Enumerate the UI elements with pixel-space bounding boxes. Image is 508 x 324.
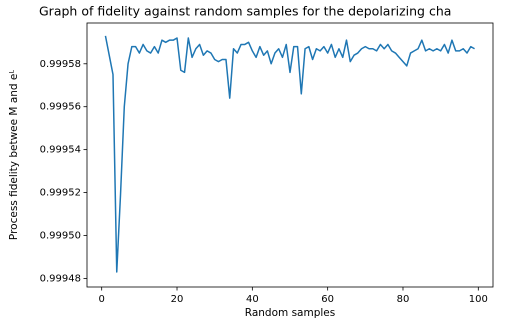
y-tick-label: 0.99952	[40, 188, 81, 199]
y-tick-label: 0.99948	[40, 273, 81, 284]
y-axis-label: Process fidelity betwee M and eᴸ	[8, 70, 20, 240]
x-tick-label: 80	[397, 294, 410, 305]
y-tick-label: 0.99950	[40, 230, 81, 241]
x-tick-label: 40	[246, 294, 259, 305]
y-tick-label: 0.99956	[40, 102, 81, 113]
x-tick-label: 0	[99, 294, 105, 305]
data-line	[104, 35, 475, 273]
y-tick-label: 0.99958	[40, 59, 81, 70]
plot-frame	[86, 22, 494, 288]
x-tick-label: 20	[171, 294, 184, 305]
y-tick-label: 0.99954	[40, 145, 81, 156]
x-axis-label: Random samples	[245, 307, 335, 319]
x-tick-label: 100	[469, 294, 488, 305]
x-tick-label: 60	[321, 294, 334, 305]
chart-title: Graph of fidelity against random samples…	[39, 4, 451, 19]
